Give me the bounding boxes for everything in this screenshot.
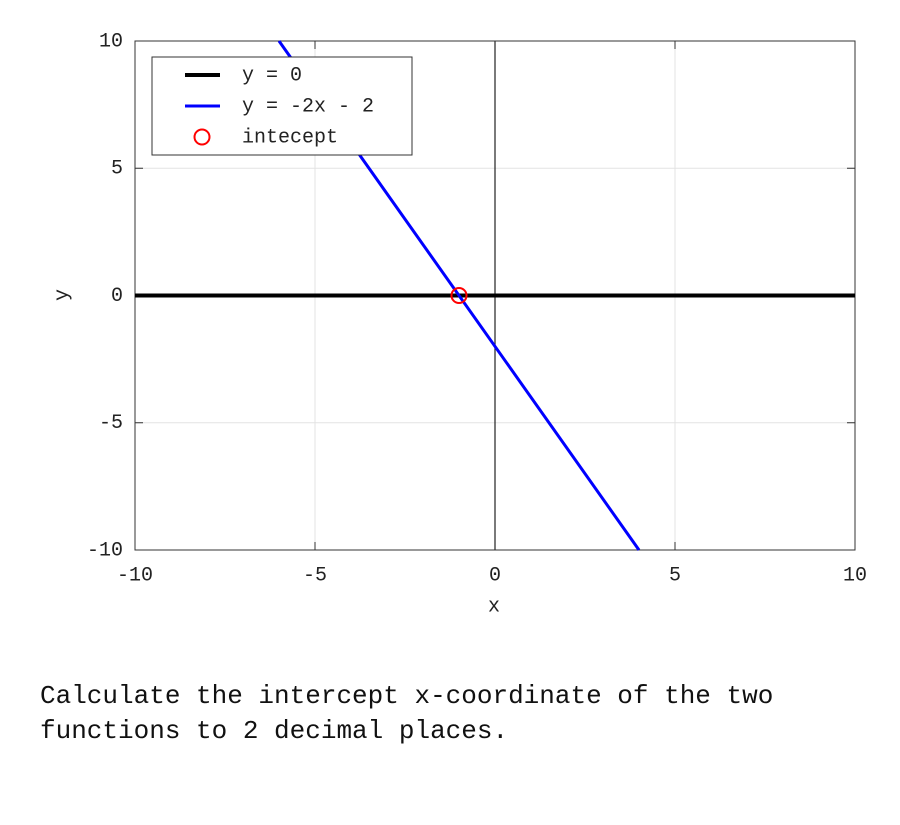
chart: x y -10 -5 0 5 10 -10 -5 0 5 10 y = 0 y = -2x - 2 in… [51,30,867,618]
y-tick-label: -5 [99,412,123,435]
legend-label: y = -2x - 2 [242,95,374,118]
y-axis-label: y [51,289,74,301]
y-tick-label: -10 [87,539,123,562]
legend-label: intecept [242,126,338,149]
x-tick-label: 5 [669,564,681,587]
legend-marker [193,128,211,146]
y-tick-label: 5 [111,158,123,181]
intercept-marker [450,287,468,304]
y-tick-label: 0 [111,285,123,308]
x-tick-label: 10 [843,564,867,587]
y-tick-label: 10 [99,30,123,53]
legend-label: y = 0 [242,64,302,87]
x-tick-label: -10 [117,564,153,587]
x-tick-label: -5 [303,564,327,587]
x-axis-label: x [488,595,500,618]
legend: y = 0 y = -2x - 2 intecept [151,56,413,156]
question-text: Calculate the intercept x-coordinate of … [40,681,774,746]
x-tick-label: 0 [489,564,501,587]
